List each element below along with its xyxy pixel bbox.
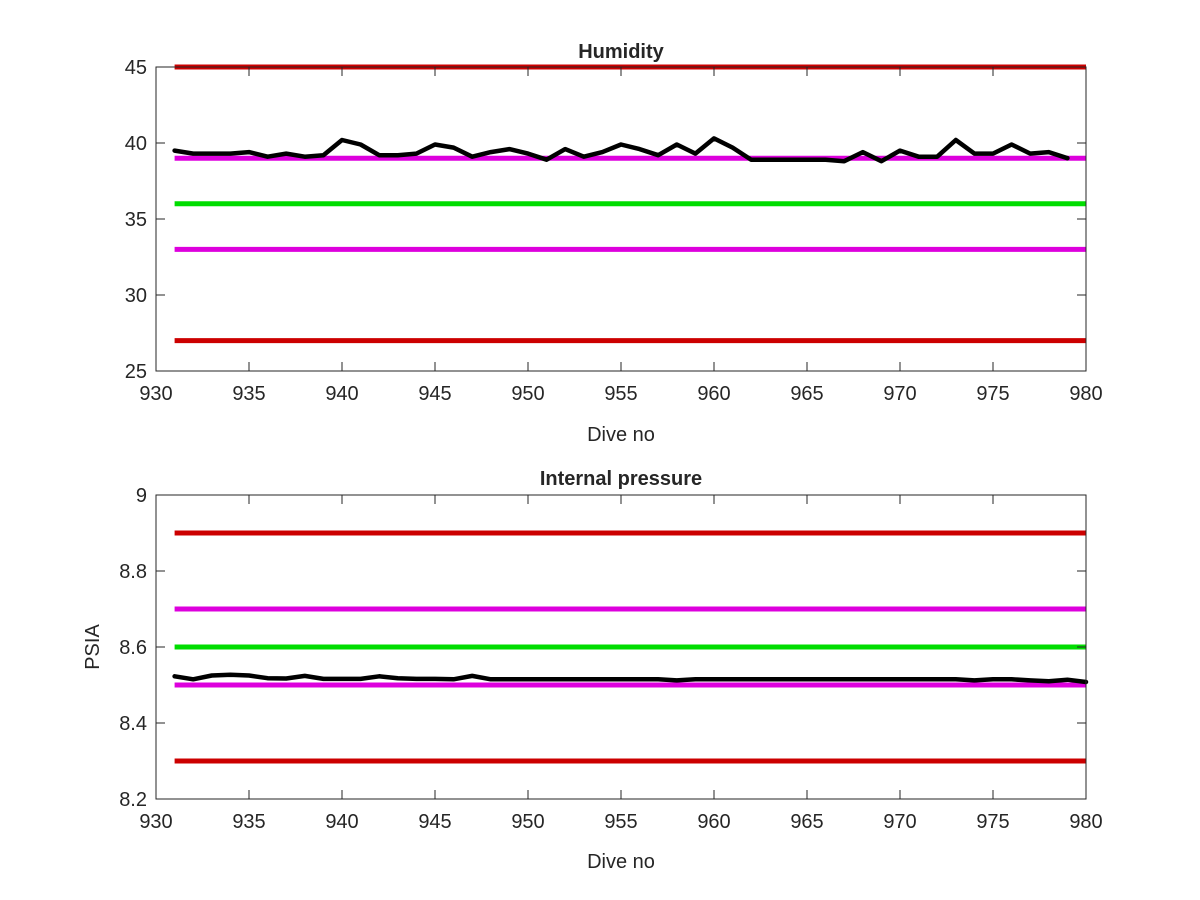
- pressure-xtick-label: 965: [790, 811, 823, 833]
- humidity-xlabel: Dive no: [587, 424, 655, 446]
- pressure-ytick-label: 8.2: [119, 789, 147, 811]
- pressure-ytick-label: 9: [136, 485, 147, 507]
- humidity-xtick-label: 975: [976, 383, 1009, 405]
- pressure-xtick-label: 930: [139, 811, 172, 833]
- humidity-ytick-label: 40: [125, 133, 147, 155]
- humidity-xtick-label: 940: [325, 383, 358, 405]
- pressure-ytick-label: 8.6: [119, 637, 147, 659]
- humidity-xtick-label: 935: [232, 383, 265, 405]
- humidity-xtick-label: 965: [790, 383, 823, 405]
- pressure-ylabel: PSIA: [82, 624, 104, 670]
- humidity-xtick-label: 980: [1069, 383, 1102, 405]
- pressure-xtick-label: 980: [1069, 811, 1102, 833]
- humidity-xtick-label: 950: [511, 383, 544, 405]
- humidity-ytick-label: 25: [125, 361, 147, 383]
- humidity-xtick-label: 955: [604, 383, 637, 405]
- humidity-xtick-label: 945: [418, 383, 451, 405]
- pressure-xtick-label: 970: [883, 811, 916, 833]
- pressure-ytick-label: 8.4: [119, 713, 147, 735]
- pressure-reference-lines: [174, 530, 1086, 764]
- humidity-ytick-label: 45: [125, 57, 147, 79]
- pressure-ytick-label: 8.8: [119, 561, 147, 583]
- humidity-ytick-label: 35: [125, 209, 147, 231]
- pressure-ticks: 930 935 940 945 950 955 960 965 970 975 980 8.2 8.4 8…: [119, 485, 1103, 833]
- pressure-title: Internal pressure: [540, 468, 702, 490]
- pressure-series-line: [172, 672, 1089, 685]
- pressure-chart: 930 935 940 945 950 955 960 965 970 975 980 8.2 8.4 8…: [82, 468, 1103, 873]
- humidity-series: [172, 136, 1070, 164]
- pressure-xtick-label: 935: [232, 811, 265, 833]
- pressure-xtick-label: 975: [976, 811, 1009, 833]
- pressure-xtick-label: 955: [604, 811, 637, 833]
- humidity-ytick-label: 30: [125, 285, 147, 307]
- pressure-xtick-label: 945: [418, 811, 451, 833]
- pressure-xtick-label: 940: [325, 811, 358, 833]
- humidity-chart: 930 935 940 945 950 955 960 965 970 975 980 25 30 35 4…: [125, 41, 1103, 446]
- humidity-xtick-label: 970: [883, 383, 916, 405]
- humidity-series-line: [172, 136, 1070, 164]
- humidity-ticks: 930 935 940 945 950 955 960 965 970 975 980 25 30 35 4…: [125, 57, 1103, 405]
- humidity-plot-area: [156, 67, 1086, 371]
- pressure-xtick-label: 950: [511, 811, 544, 833]
- humidity-title: Humidity: [578, 41, 664, 63]
- pressure-series: [172, 672, 1089, 685]
- humidity-xtick-label: 930: [139, 383, 172, 405]
- pressure-xlabel: Dive no: [587, 851, 655, 873]
- pressure-xtick-label: 960: [697, 811, 730, 833]
- humidity-xtick-label: 960: [697, 383, 730, 405]
